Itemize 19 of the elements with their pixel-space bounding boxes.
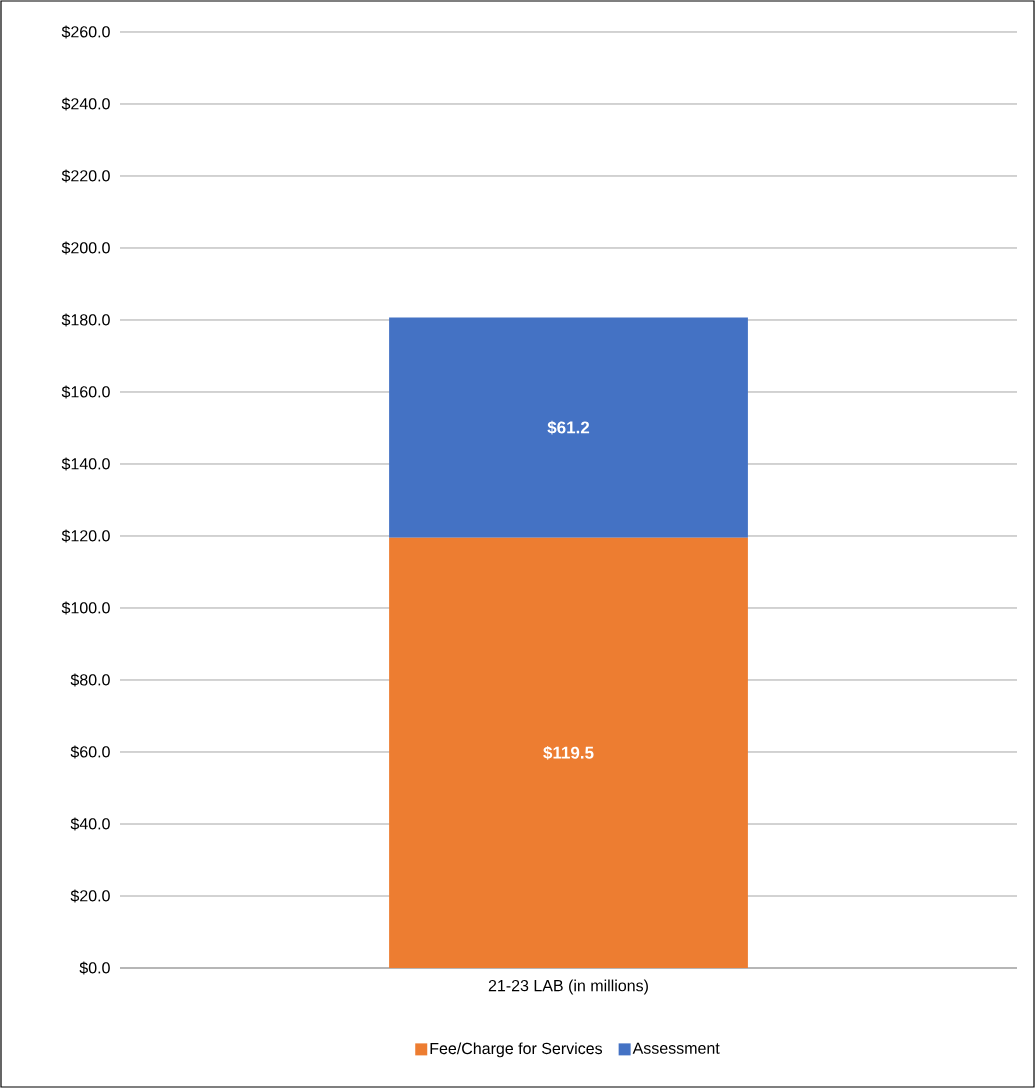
y-tick-label: $20.0 bbox=[70, 889, 110, 903]
y-tick-label: $240.0 bbox=[61, 97, 110, 111]
y-tick-label: $0.0 bbox=[79, 961, 110, 975]
x-tick-label: 21-23 LAB (in millions) bbox=[488, 979, 648, 995]
y-tick-label: $180.0 bbox=[61, 313, 110, 327]
y-tick-label: $160.0 bbox=[61, 385, 110, 399]
y-tick-label: $40.0 bbox=[70, 817, 110, 831]
y-tick-label: $140.0 bbox=[61, 457, 110, 471]
data-label: $119.5 bbox=[543, 745, 594, 760]
legend-label: Fee/Charge for Services bbox=[430, 1042, 603, 1058]
y-tick-label: $120.0 bbox=[61, 529, 110, 543]
y-tick-label: $60.0 bbox=[70, 745, 110, 759]
legend-label: Assessment bbox=[632, 1042, 720, 1054]
y-tick-label: $80.0 bbox=[70, 673, 110, 687]
data-label: $61.2 bbox=[547, 420, 590, 435]
y-tick-label: $260.0 bbox=[61, 25, 110, 39]
y-tick-label: $220.0 bbox=[61, 169, 110, 183]
y-tick-label: $100.0 bbox=[61, 601, 110, 615]
y-tick-label: $200.0 bbox=[61, 241, 110, 255]
